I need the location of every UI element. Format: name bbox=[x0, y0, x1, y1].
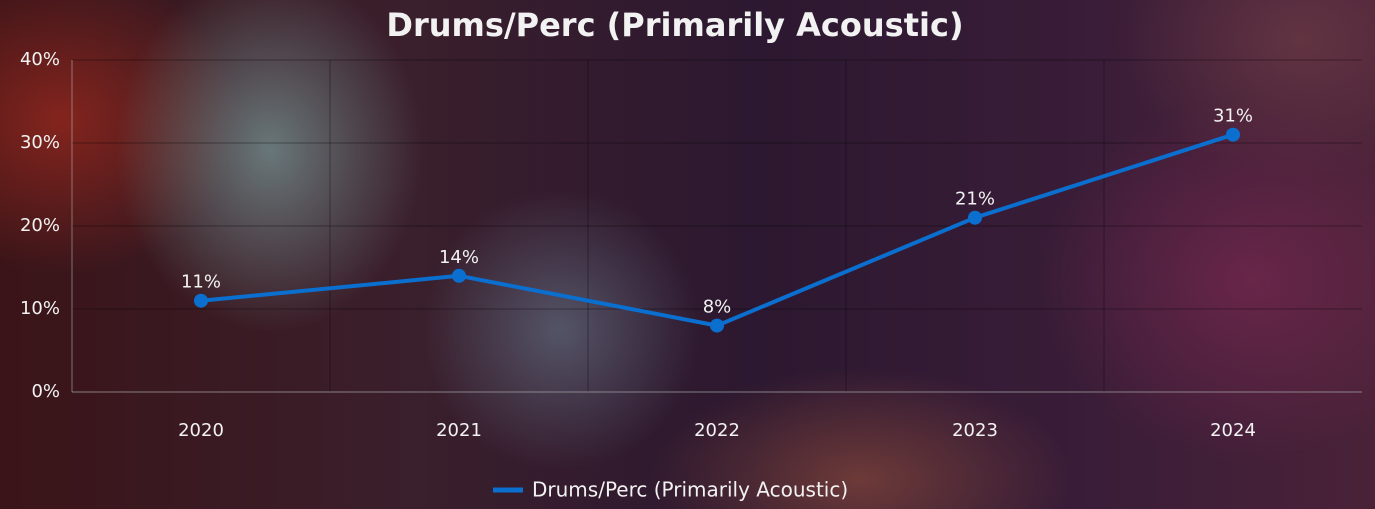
x-tick-label: 2022 bbox=[694, 420, 740, 441]
chart-title: Drums/Perc (Primarily Acoustic) bbox=[386, 6, 963, 44]
data-point bbox=[968, 210, 982, 225]
x-tick-label: 2021 bbox=[436, 420, 482, 441]
data-label: 14% bbox=[439, 247, 479, 268]
data-label: 31% bbox=[1213, 106, 1253, 127]
data-label: 11% bbox=[181, 272, 221, 293]
y-tick-label: 20% bbox=[20, 215, 60, 236]
y-tick-label: 10% bbox=[20, 298, 60, 319]
legend-label: Drums/Perc (Primarily Acoustic) bbox=[532, 478, 848, 502]
data-label: 8% bbox=[703, 297, 732, 318]
legend: Drums/Perc (Primarily Acoustic) bbox=[493, 478, 848, 502]
x-tick-label: 2024 bbox=[1210, 420, 1256, 441]
data-point bbox=[1226, 127, 1240, 142]
x-tick-label: 2023 bbox=[952, 420, 998, 441]
y-tick-label: 0% bbox=[31, 381, 60, 402]
x-tick-label: 2020 bbox=[178, 420, 224, 441]
data-label: 21% bbox=[955, 189, 995, 210]
data-point bbox=[194, 293, 208, 308]
data-point bbox=[710, 318, 724, 333]
y-tick-label: 30% bbox=[20, 132, 60, 153]
y-tick-label: 40% bbox=[20, 49, 60, 70]
data-point bbox=[452, 268, 466, 283]
